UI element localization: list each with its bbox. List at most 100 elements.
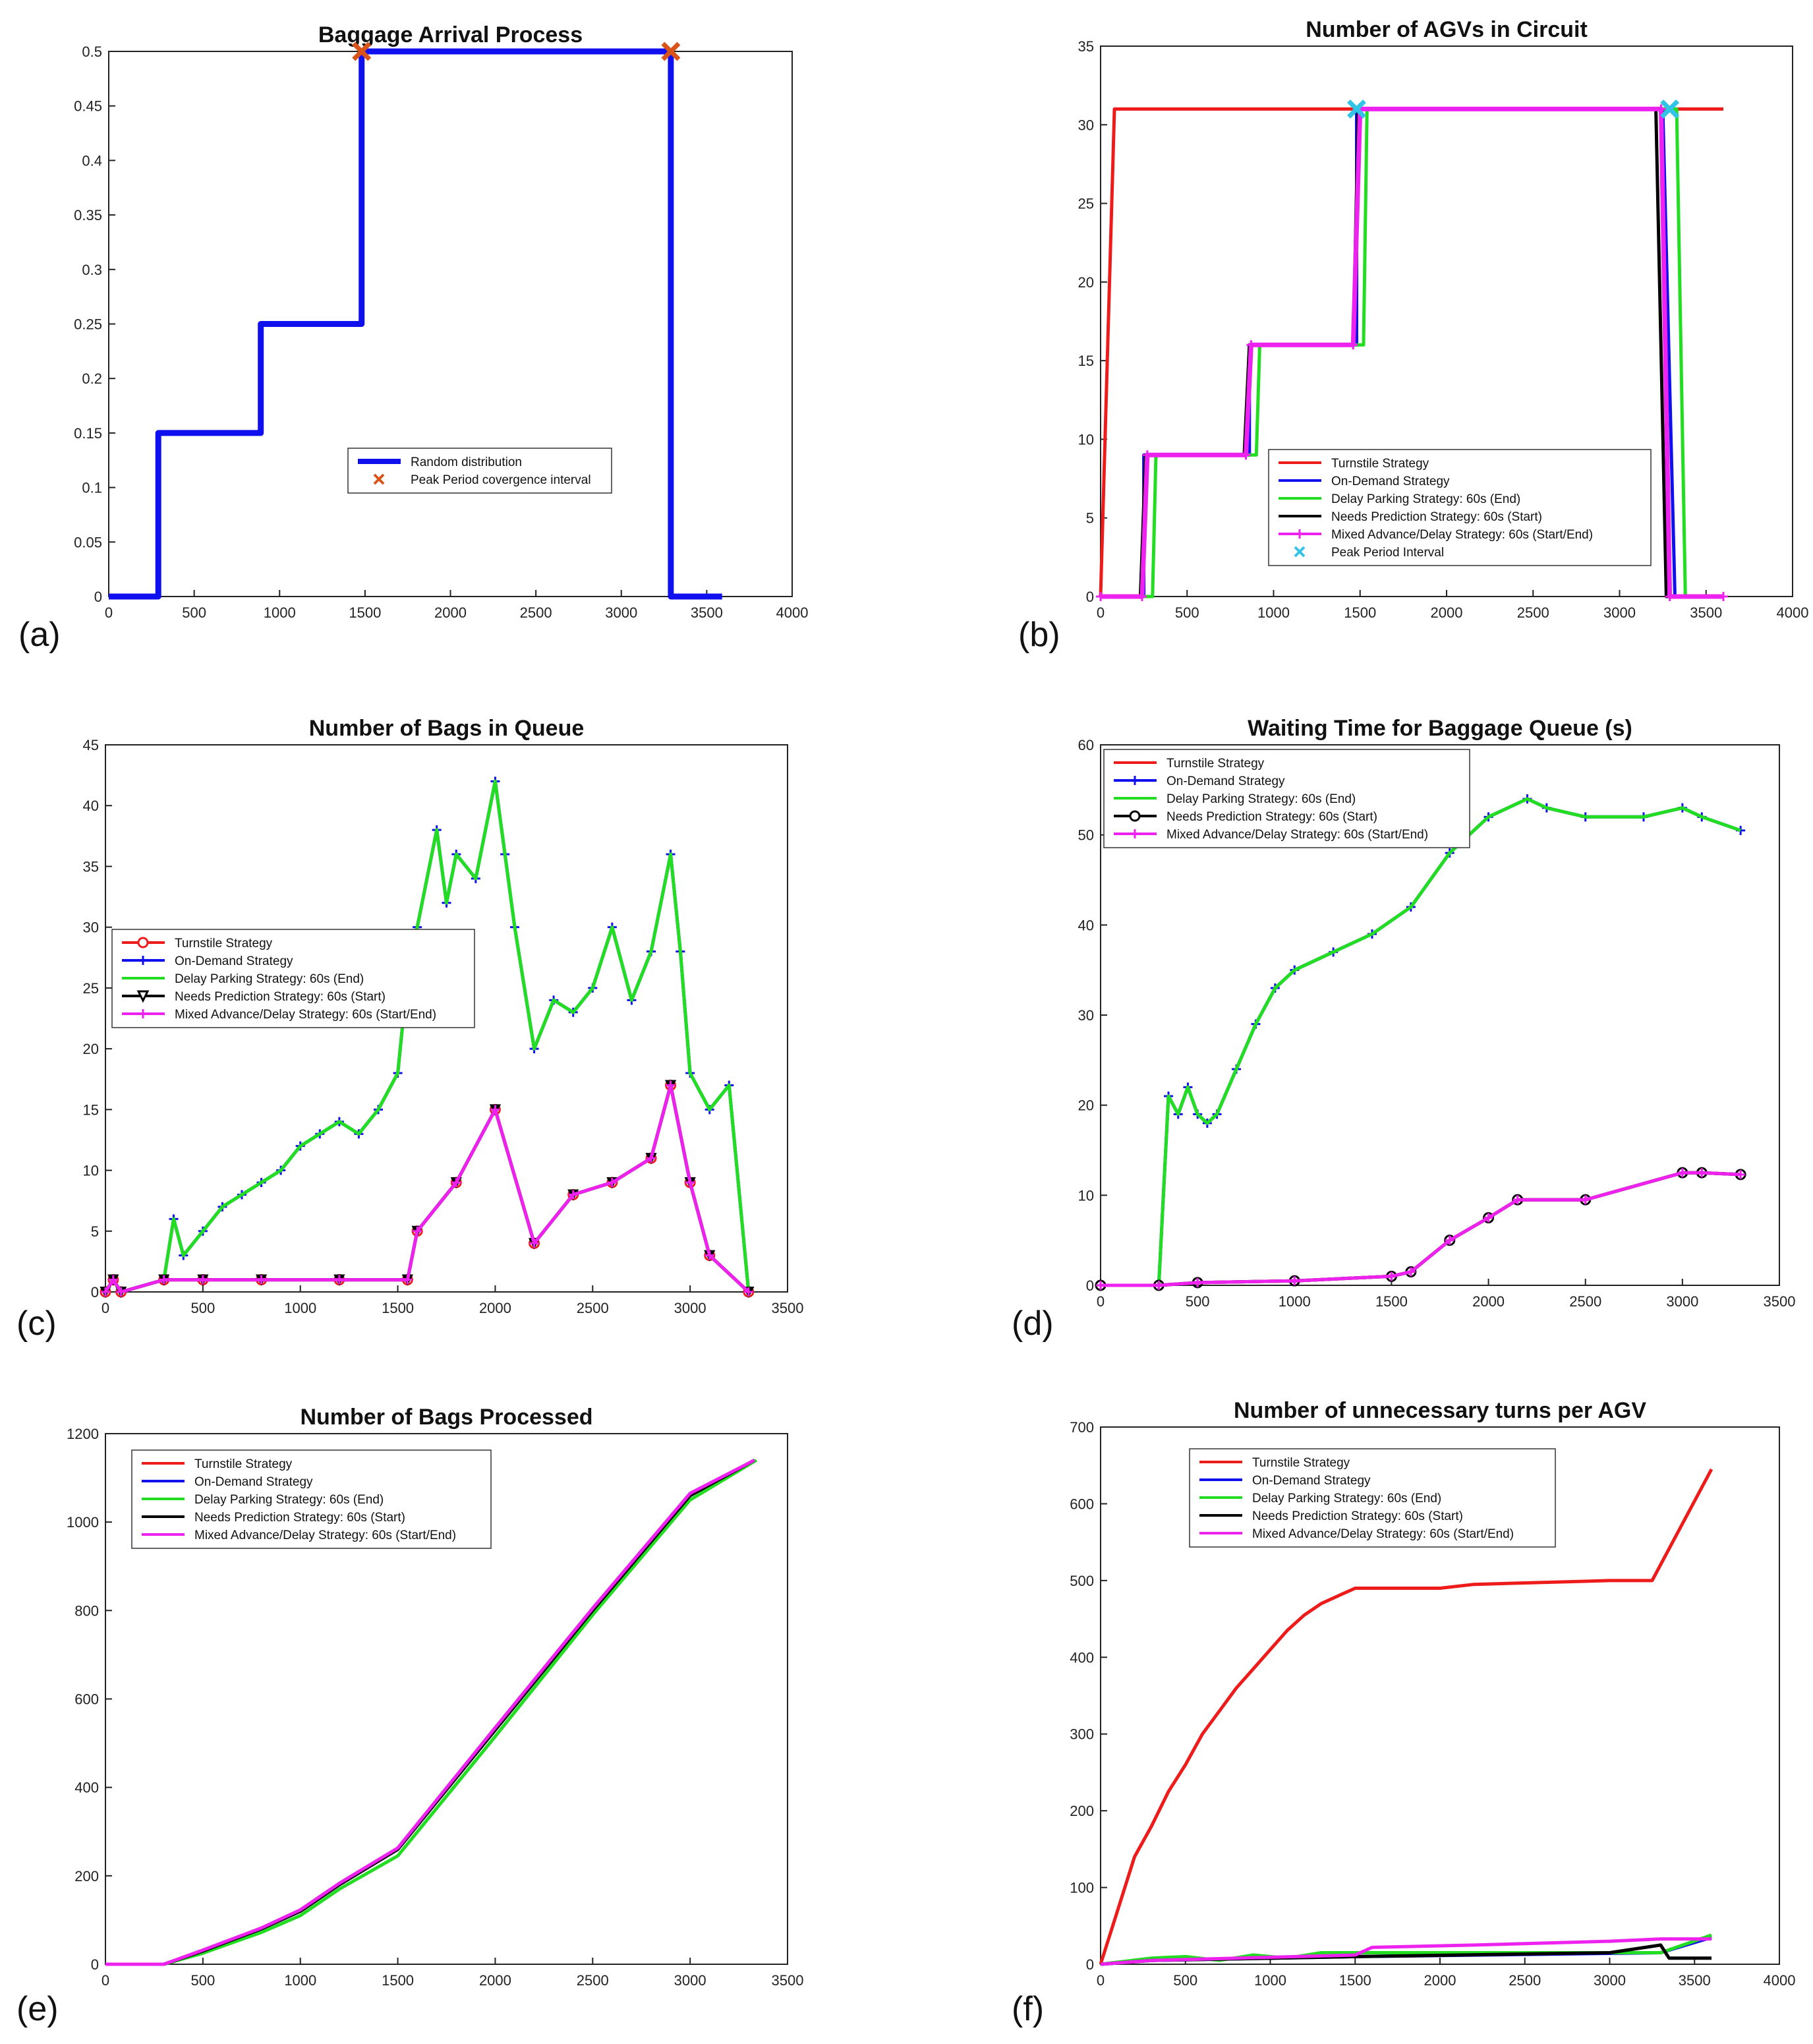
legend-marker [1294,546,1306,558]
y-tick-label: 40 [83,798,99,814]
legend-label: Needs Prediction Strategy: 60s (Start) [175,990,386,1004]
x-tick-label: 500 [1173,1972,1197,1989]
x-tick-label: 2000 [479,1972,511,1989]
x-tick-label: 3500 [772,1300,804,1316]
series-marker [116,1287,126,1297]
x-tick-label: 0 [101,1300,109,1316]
series-marker [159,1275,169,1285]
legend-label: On-Demand Strategy [175,954,293,968]
series-marker [451,1178,461,1187]
x-tick-label: 3000 [674,1972,706,1989]
legend-label: Needs Prediction Strategy: 60s (Start) [1166,810,1377,824]
y-tick-label: 15 [83,1101,99,1118]
series-marker [1096,592,1105,601]
series-marker [1142,450,1152,460]
legend-box [111,929,475,1028]
y-tick-label: 1000 [67,1514,99,1531]
y-tick-label: 0.1 [82,480,102,496]
y-tick-label: 0 [91,1956,99,1973]
legend-label: Needs Prediction Strategy: 60s (Start) [194,1511,405,1525]
legend-label: On-Demand Strategy [194,1475,313,1489]
series-line-0 [1099,1468,1713,1965]
x-tick-label: 500 [190,1972,215,1989]
legend-label: Peak Period covergence interval [411,473,591,487]
series-marker [490,1105,500,1115]
chart-panel-b: Number of AGVs in Circuit (b) 0 500 1000 1500… [1018,17,1808,654]
y-tick-label: 10 [1078,1187,1094,1204]
x-tick-label: 1500 [1344,604,1376,621]
y-tick-label: 0 [1086,1277,1094,1294]
x-tick-label: 1000 [1254,1972,1286,1989]
x-tick-label: 0 [1097,1972,1105,1989]
series-marker [685,1178,695,1187]
series-marker [666,1080,676,1090]
chart-panel-c: Number of Bags in Queue (c) 0 500 1000 1500 20… [16,716,803,1343]
y-tick-label: 0 [1086,589,1094,605]
legend-label: On-Demand Strategy [1252,1474,1371,1488]
y-tick-label: 400 [74,1780,99,1796]
y-tick-label: 25 [1078,196,1094,212]
legend-label: Turnstile Strategy [175,937,273,950]
series-line-4 [1100,1937,1712,1966]
y-tick-label: 0.45 [74,98,102,115]
chart-panel-e: Number of Bags Processed (e) 0 500 1000 1500 2… [16,1405,803,2028]
legend-marker [1130,829,1139,838]
series-marker [403,1275,413,1285]
x-tick-label: 2000 [434,604,467,621]
x-tick-label: 3000 [1603,604,1636,621]
y-tick-label: 0.15 [74,425,102,442]
series-line-4 [105,1459,755,1966]
series-marker [1697,1168,1707,1178]
series-marker [661,42,681,61]
y-tick-label: 15 [1078,353,1094,369]
legend-box [347,448,612,494]
series-marker [1656,104,1666,114]
legend-label: Delay Parking Strategy: 60s (End) [194,1493,384,1507]
y-tick-label: 200 [1070,1803,1094,1819]
x-tick-label: 4000 [1764,1972,1796,1989]
chart-panel-f: Number of unnecessary turns per AGV (f) 0 5… [1012,1398,1795,2028]
x-tick-label: 1500 [1375,1293,1408,1310]
y-tick-label: 0.2 [82,370,102,387]
legend-label: Mixed Advance/Delay Strategy: 60s (Start… [1166,828,1428,842]
series-marker [1665,592,1675,601]
y-tick-label: 45 [83,737,99,753]
legend-marker [138,956,148,965]
series-marker [1137,592,1147,601]
x-tick-label: 3000 [1594,1972,1626,1989]
series-marker [1445,1235,1454,1245]
series-marker [743,1287,753,1297]
series-marker [413,1226,422,1236]
series-marker [647,1153,656,1163]
x-tick-label: 0 [105,604,113,621]
chart-title: Waiting Time for Baggage Queue (s) [1248,716,1632,741]
y-tick-label: 50 [1078,827,1094,844]
x-tick-label: 3500 [691,604,723,621]
legend-box [1189,1448,1556,1548]
series-marker [1246,340,1256,350]
x-tick-label: 1500 [382,1972,414,1989]
y-tick-label: 0.25 [74,316,102,333]
x-tick-label: 2500 [1517,604,1549,621]
x-tick-label: 1000 [1279,1293,1311,1310]
legend-label: Delay Parking Strategy: 60s (End) [1252,1492,1441,1505]
y-tick-label: 35 [1078,38,1094,55]
y-tick-label: 1200 [67,1426,99,1442]
plot-frame [108,51,793,597]
x-tick-label: 3000 [674,1300,706,1316]
series-marker [198,1275,208,1285]
y-tick-label: 25 [83,980,99,997]
legend-marker [136,990,150,1003]
legend-label: Delay Parking Strategy: 60s (End) [1331,492,1520,506]
series-line-4 [1101,106,1723,599]
series-line-2 [1101,797,1741,1287]
x-tick-label: 0 [101,1972,109,1989]
y-tick-label: 5 [1086,510,1094,527]
y-tick-label: 100 [1070,1880,1094,1896]
legend-box [1268,449,1652,566]
legend-label: Delay Parking Strategy: 60s (End) [1166,792,1356,806]
legend-box [1103,749,1470,848]
x-tick-label: 0 [1097,1293,1105,1310]
series-line-2 [103,779,751,1294]
x-tick-label: 2000 [1424,1972,1456,1989]
